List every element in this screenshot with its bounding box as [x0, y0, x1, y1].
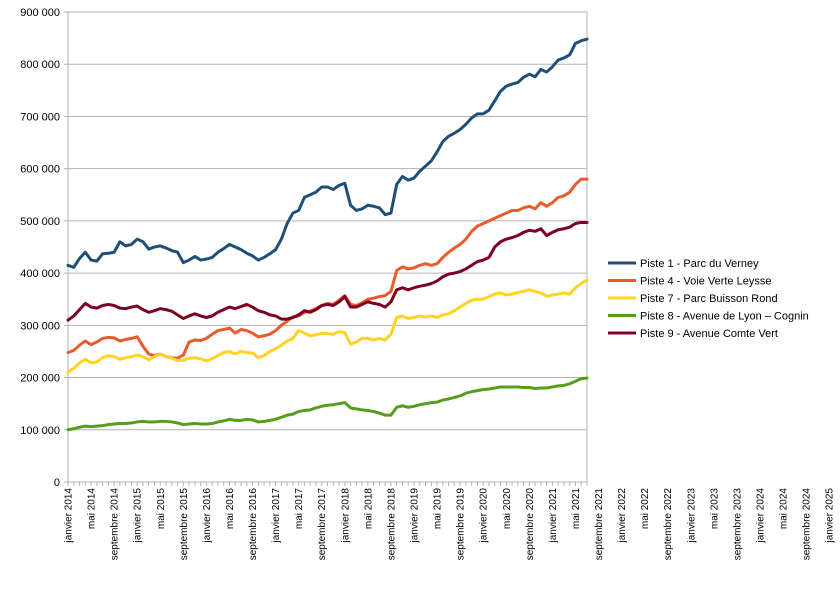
x-tick-label: janvier 2014 — [64, 488, 75, 544]
x-tick-label: mai 2020 — [502, 488, 513, 530]
x-tick-label: janvier 2021 — [548, 488, 559, 544]
y-tick-label: 600 000 — [20, 164, 60, 176]
legend-label: Piste 1 - Parc du Verney — [640, 258, 759, 270]
x-tick-label: septembre 2020 — [525, 488, 536, 561]
x-axis: janvier 2014 mai 2014 septembre 2014 janvie… — [64, 12, 836, 561]
x-tick-label: septembre 2014 — [110, 488, 121, 561]
x-tick-label: mai 2014 — [87, 488, 98, 530]
x-tick-label: mai 2015 — [156, 488, 167, 530]
x-tick-label: mai 2016 — [225, 488, 236, 530]
legend: Piste 1 - Parc du Verney Piste 4 - Voie V… — [608, 258, 809, 340]
y-tick-label: 800 000 — [20, 59, 60, 71]
x-tick-label: janvier 2018 — [340, 488, 351, 544]
series-line-1 — [66, 37, 589, 269]
y-tick-label: 0 — [54, 477, 60, 489]
legend-label: Piste 8 - Avenue de Lyon – Cognin — [640, 311, 809, 323]
x-tick-label: mai 2023 — [709, 488, 720, 530]
x-tick-label: septembre 2016 — [248, 488, 259, 561]
x-tick-label: janvier 2025 — [825, 488, 836, 544]
legend-label: Piste 4 - Voie Verte Leysse — [640, 276, 771, 288]
y-tick-label: 100 000 — [20, 425, 60, 437]
y-tick-label: 200 000 — [20, 373, 60, 385]
x-tick-label: janvier 2019 — [410, 488, 421, 544]
x-tick-label: janvier 2024 — [756, 488, 767, 544]
y-axis-tick-labels: 0 100 000 200 000 300 000 400 000 500 000 600 … — [20, 7, 60, 489]
x-tick-label: janvier 2023 — [686, 488, 697, 544]
x-tick-label: septembre 2021 — [594, 488, 605, 561]
x-tick-label: janvier 2017 — [271, 488, 282, 544]
x-tick-label: septembre 2022 — [663, 488, 674, 561]
x-tick-label: janvier 2020 — [479, 488, 490, 544]
x-tick-label: janvier 2022 — [617, 488, 628, 544]
x-tick-label: septembre 2019 — [456, 488, 467, 561]
x-tick-label: mai 2022 — [640, 488, 651, 530]
y-tick-label: 400 000 — [20, 268, 60, 280]
x-tick-label: janvier 2016 — [202, 488, 213, 544]
x-tick-label: septembre 2018 — [386, 488, 397, 561]
x-tick-label: mai 2024 — [779, 488, 790, 530]
x-tick-label: mai 2021 — [571, 488, 582, 530]
series-line-3 — [66, 278, 589, 374]
y-tick-label: 900 000 — [20, 7, 60, 19]
series-line-4 — [66, 376, 589, 432]
y-tick-label: 300 000 — [20, 320, 60, 332]
x-tick-label: mai 2017 — [294, 488, 305, 530]
series-line-5 — [66, 220, 589, 322]
x-tick-label: mai 2018 — [363, 488, 374, 530]
x-tick-label: septembre 2015 — [179, 488, 190, 561]
x-tick-label: septembre 2023 — [732, 488, 743, 561]
legend-label: Piste 7 - Parc Buisson Rond — [640, 293, 778, 305]
y-tick-label: 500 000 — [20, 216, 60, 228]
x-tick-label: septembre 2024 — [802, 488, 813, 561]
legend-label: Piste 9 - Avenue Comte Vert — [640, 328, 778, 340]
x-tick-label: mai 2019 — [433, 488, 444, 530]
y-tick-label: 700 000 — [20, 111, 60, 123]
series-line-2 — [66, 177, 589, 360]
grid-lines — [64, 11, 587, 483]
x-tick-label: septembre 2017 — [317, 488, 328, 561]
x-tick-label: janvier 2015 — [133, 488, 144, 544]
series-lines — [66, 37, 589, 432]
